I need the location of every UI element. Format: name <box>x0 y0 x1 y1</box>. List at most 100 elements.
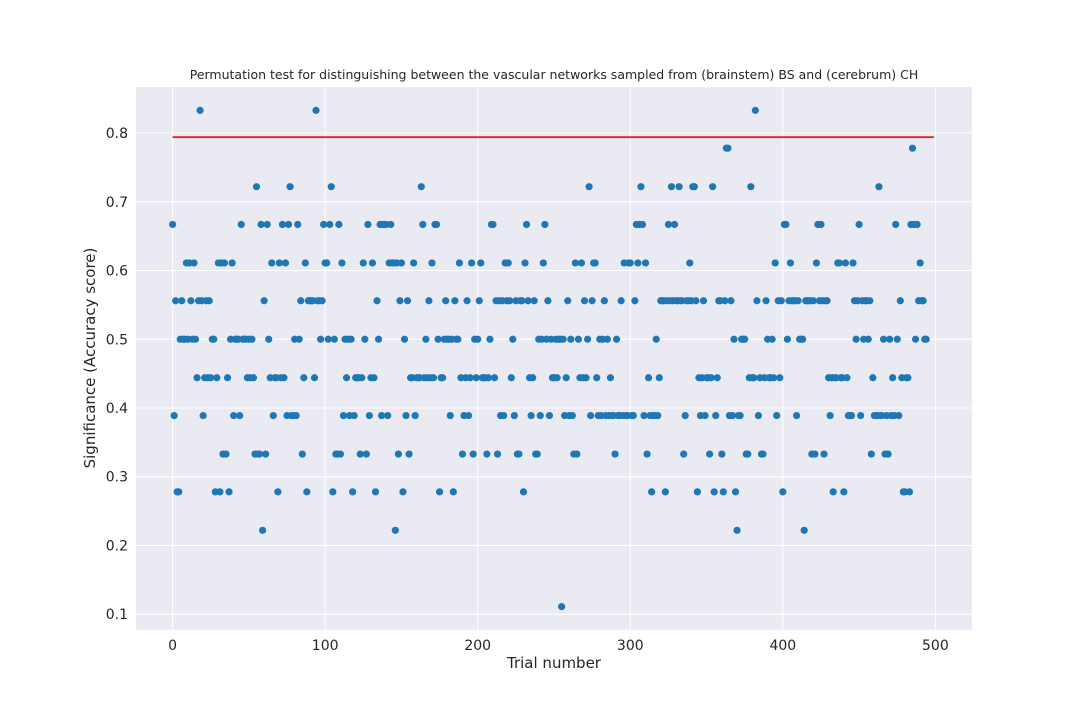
scatter-point <box>506 297 514 305</box>
scatter-point <box>771 259 779 267</box>
scatter-point <box>800 526 808 534</box>
scatter-point <box>519 488 528 496</box>
scatter-point <box>178 297 186 305</box>
scatter-point <box>410 259 418 267</box>
scatter-point <box>905 488 914 496</box>
scatter-point <box>750 374 758 382</box>
scatter-point <box>280 374 288 382</box>
scatter-point <box>922 335 930 343</box>
scatter-point <box>670 220 679 229</box>
scatter-point <box>724 144 732 152</box>
scatter-point <box>857 411 865 420</box>
scatter-point <box>736 411 744 420</box>
scatter-point <box>606 374 615 382</box>
y-tick-label: 0.1 <box>106 607 128 623</box>
scatter-point <box>207 374 215 382</box>
x-axis-label: Trial number <box>506 654 602 672</box>
scatter-point <box>222 450 230 458</box>
scatter-point <box>310 374 319 382</box>
scatter-point <box>741 335 749 343</box>
scatter-point <box>730 335 738 343</box>
scatter-point <box>585 183 593 191</box>
scatter-point <box>643 450 651 458</box>
scatter-point <box>248 335 256 343</box>
scatter-point <box>631 297 639 305</box>
scatter-point <box>718 450 726 458</box>
scatter-point <box>812 259 820 267</box>
scatter-point <box>916 259 924 267</box>
y-tick-label: 0.3 <box>106 470 128 486</box>
scatter-point <box>458 450 467 458</box>
scatter-point <box>699 297 708 305</box>
scatter-point <box>373 297 381 305</box>
scatter-point <box>541 220 549 229</box>
scatter-point <box>249 374 258 382</box>
scatter-point <box>434 335 442 343</box>
scatter-point <box>368 259 377 267</box>
scatter-point <box>919 297 927 305</box>
scatter-point <box>417 183 425 191</box>
scatter-point <box>463 297 471 305</box>
scatter-point <box>744 450 752 458</box>
scatter-point <box>172 297 180 305</box>
scatter-point <box>593 374 601 382</box>
y-tick-labels: 0.1 0.2 0.3 0.4 0.5 0.6 0.7 0.8 <box>106 126 128 623</box>
scatter-point <box>425 297 433 305</box>
scatter-point <box>582 374 590 382</box>
scatter-point <box>667 183 676 191</box>
scatter-point <box>477 259 485 267</box>
scatter-point <box>811 450 819 458</box>
scatter-point <box>895 411 903 420</box>
scatter-point <box>323 259 331 267</box>
scatter-point <box>843 374 851 382</box>
scatter-point <box>169 220 177 229</box>
scatter-point <box>799 335 807 343</box>
scatter-point <box>312 106 320 114</box>
scatter-point <box>751 106 759 114</box>
scatter-point <box>587 411 595 420</box>
scatter-point <box>712 411 720 420</box>
scatter-point <box>210 335 218 343</box>
scatter-point <box>451 297 459 305</box>
scatter-point <box>626 259 634 267</box>
scatter-point <box>580 297 589 305</box>
scatter-point <box>571 259 579 267</box>
scatter-point <box>840 488 848 496</box>
scatter-point <box>638 220 647 229</box>
scatter-point <box>260 297 268 305</box>
scatter-point <box>913 220 921 229</box>
scatter-point <box>419 220 427 229</box>
scatter-point <box>600 297 608 305</box>
scatter-point <box>518 297 526 305</box>
scatter-point <box>792 411 801 420</box>
scatter-point <box>489 220 497 229</box>
grid-lines <box>136 87 972 630</box>
chart-title: Permutation test for distinguishing betw… <box>190 67 919 82</box>
scatter-point <box>318 297 326 305</box>
scatter-point <box>884 450 892 458</box>
scatter-point <box>558 603 566 611</box>
scatter-point <box>692 297 700 305</box>
scatter-point <box>230 411 238 420</box>
scatter-point <box>330 335 338 343</box>
scatter-point <box>278 220 287 229</box>
scatter-point <box>583 335 592 343</box>
scatter-point <box>567 335 575 343</box>
scatter-point <box>530 297 538 305</box>
scatter-point <box>841 259 849 267</box>
scatter-point <box>754 411 763 420</box>
scatter-point <box>762 297 770 305</box>
scatter-point <box>370 374 378 382</box>
scatter-point <box>629 411 637 420</box>
scatter-point <box>358 374 366 382</box>
scatter-point <box>396 297 404 305</box>
scatter-point <box>435 488 444 496</box>
scatter-point <box>378 411 386 420</box>
scatter-point <box>577 259 586 267</box>
scatter-point <box>327 183 335 191</box>
y-tick-label: 0.5 <box>106 332 128 348</box>
scatter-point <box>852 335 860 343</box>
scatter-point <box>475 297 483 305</box>
scatter-point <box>236 411 244 420</box>
